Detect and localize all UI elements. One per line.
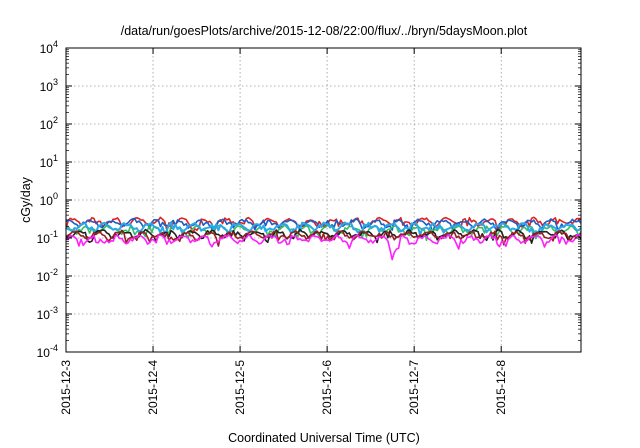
y-tick-label: 10-4 [37, 343, 58, 360]
y-tick-label: 103 [40, 77, 58, 94]
chart-title: /data/run/goesPlots/archive/2015-12-08/2… [121, 24, 528, 38]
y-tick-label: 100 [40, 191, 58, 208]
x-tick-label: 2015-12-5 [233, 360, 247, 415]
x-tick-label: 2015-12-4 [146, 360, 160, 415]
y-tick-label: 10-2 [37, 267, 58, 284]
grid [66, 48, 581, 352]
y-tick-label: 10-1 [37, 229, 58, 246]
y-tick-label: 104 [40, 39, 58, 56]
x-tick-label: 2015-12-6 [320, 360, 334, 415]
ticks [65, 47, 581, 353]
y-tick-label: 101 [40, 153, 58, 170]
x-tick-label: 2015-12-3 [59, 360, 73, 415]
y-tick-label: 10-3 [37, 305, 58, 322]
y-tick-label: 102 [40, 115, 58, 132]
x-tick-label: 2015-12-7 [407, 360, 421, 415]
series-line [65, 221, 582, 238]
x-tick-label: 2015-12-8 [494, 360, 508, 415]
x-axis-label: Coordinated Universal Time (UTC) [228, 431, 420, 445]
series-line [65, 230, 582, 247]
y-axis-label: cGy/day [19, 176, 33, 223]
y-tick-labels: 104 103 102 101 100 10-1 10-2 10-3 10-4 [37, 39, 58, 360]
series-group [65, 216, 582, 261]
x-tick-labels: 2015-12-3 2015-12-4 2015-12-5 2015-12-6 2015… [59, 360, 508, 415]
series-line [65, 233, 582, 261]
